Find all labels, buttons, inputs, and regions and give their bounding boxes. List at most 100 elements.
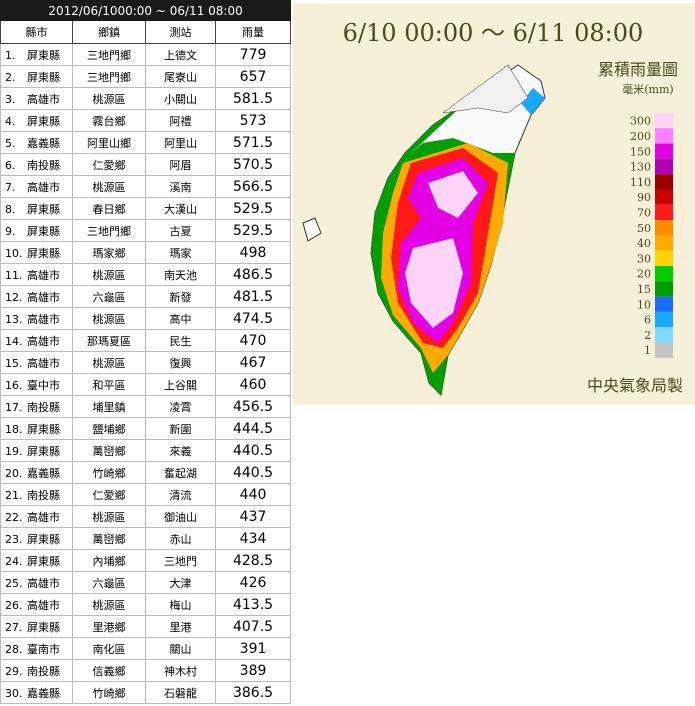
county: 高雄市 (27, 312, 60, 326)
county: 屏東縣 (27, 532, 60, 546)
township: 仁愛鄉 (72, 153, 146, 176)
legend-label: 110 (630, 176, 651, 189)
county: 南投縣 (27, 488, 60, 502)
legend-label: 2 (644, 329, 651, 342)
rainfall: 426 (214, 571, 292, 594)
township: 鹽埔鄉 (72, 417, 146, 440)
table-row: 20. 嘉義縣 竹崎鄉 奮起湖 440.5 (0, 461, 292, 484)
station: 阿里山 (145, 131, 216, 154)
township: 桃源區 (72, 87, 146, 110)
station: 小關山 (145, 87, 216, 110)
cell: 13. 高雄市 (0, 307, 73, 330)
rainfall: 456.5 (214, 395, 292, 418)
table-row: 21. 南投縣 仁愛鄉 清流 440 (0, 483, 292, 506)
rainfall: 440.5 (214, 461, 292, 484)
legend-label: 90 (637, 191, 651, 204)
column-header: 縣市 (0, 20, 73, 44)
table-row: 7. 高雄市 桃源區 溪南 566.5 (0, 175, 292, 198)
table-row: 15. 高雄市 桃源區 復興 467 (0, 351, 292, 374)
township: 南化區 (72, 637, 146, 660)
rank: 5. (5, 136, 16, 150)
county: 屏東縣 (27, 246, 60, 260)
cell: 10. 屏東縣 (0, 241, 73, 264)
rainfall: 486.5 (214, 263, 292, 286)
township: 里港鄉 (72, 615, 146, 638)
table-row: 4. 屏東縣 霧台鄉 阿禮 573 (0, 109, 292, 132)
table-row: 8. 屏東縣 春日鄉 大漢山 529.5 (0, 197, 292, 220)
station: 大津 (145, 571, 216, 594)
township: 竹崎鄉 (72, 681, 146, 704)
legend-swatch (655, 296, 673, 312)
cell: 17. 南投縣 (0, 395, 73, 418)
rainfall: 573 (214, 109, 292, 132)
cell: 24. 屏東縣 (0, 549, 73, 572)
rank: 23. (5, 532, 23, 546)
cell: 29. 南投縣 (0, 659, 73, 682)
rainfall: 467 (214, 351, 292, 374)
county: 高雄市 (27, 598, 60, 612)
rank: 21. (5, 488, 23, 502)
rainfall: 413.5 (214, 593, 292, 616)
table-row: 17. 南投縣 埔里鎮 凌霄 456.5 (0, 395, 292, 418)
township: 瑪家鄉 (72, 241, 146, 264)
station: 復興 (145, 351, 216, 374)
legend-swatch (655, 113, 673, 129)
county: 屏東縣 (27, 48, 60, 62)
legend-unit: 毫米(mm) (622, 82, 673, 96)
rainfall: 779 (214, 43, 292, 66)
station: 尾寮山 (145, 65, 216, 88)
station: 大漢山 (145, 197, 216, 220)
county: 臺中市 (27, 378, 60, 392)
legend-swatch (655, 143, 673, 159)
station: 三地門 (145, 549, 216, 572)
table-row: 26. 高雄市 桃源區 梅山 413.5 (0, 593, 292, 616)
county: 嘉義縣 (27, 136, 60, 150)
township: 竹崎鄉 (72, 461, 146, 484)
legend-label: 200 (630, 130, 651, 143)
rainfall: 529.5 (214, 197, 292, 220)
county: 屏東縣 (27, 114, 60, 128)
rainfall: 440.5 (214, 439, 292, 462)
legend-swatch (655, 204, 673, 221)
county: 高雄市 (27, 334, 60, 348)
station: 里港 (145, 615, 216, 638)
rainfall: 470 (214, 329, 292, 352)
township: 和平區 (72, 373, 146, 396)
table-row: 30. 嘉義縣 竹崎鄉 石磐龍 386.5 (0, 681, 292, 704)
station: 上谷關 (145, 373, 216, 396)
table-row: 1. 屏東縣 三地門鄉 上德文 779 (0, 43, 292, 66)
cell: 15. 高雄市 (0, 351, 73, 374)
rank: 11. (5, 268, 23, 282)
township: 桃源區 (72, 351, 146, 374)
cell: 30. 嘉義縣 (0, 681, 73, 704)
cell: 21. 南投縣 (0, 483, 73, 506)
rank: 18. (5, 422, 23, 436)
rank: 15. (5, 356, 23, 370)
rank: 6. (5, 158, 16, 172)
station: 神木村 (145, 659, 216, 682)
cell: 20. 嘉義縣 (0, 461, 73, 484)
rank: 22. (5, 510, 23, 524)
county: 嘉義縣 (27, 466, 60, 480)
cell: 7. 高雄市 (0, 175, 73, 198)
station: 梅山 (145, 593, 216, 616)
township: 春日鄉 (72, 197, 146, 220)
legend-label: 70 (637, 206, 651, 219)
table-row: 27. 屏東縣 里港鄉 里港 407.5 (0, 615, 292, 638)
county: 屏東縣 (27, 444, 60, 458)
rank: 1. (5, 48, 16, 62)
table-row: 5. 嘉義縣 阿里山鄉 阿里山 571.5 (0, 131, 292, 154)
rainfall: 571.5 (214, 131, 292, 154)
table-row: 24. 屏東縣 內埔鄉 三地門 428.5 (0, 549, 292, 572)
table-row: 14. 高雄市 那瑪夏區 民生 470 (0, 329, 292, 352)
rainfall: 529.5 (214, 219, 292, 242)
station: 高中 (145, 307, 216, 330)
township: 萬巒鄉 (72, 527, 146, 550)
rank: 9. (5, 224, 16, 238)
legend-swatch (655, 266, 673, 282)
cell: 16. 臺中市 (0, 373, 73, 396)
county: 高雄市 (27, 356, 60, 370)
legend-swatch (655, 235, 673, 251)
cell: 14. 高雄市 (0, 329, 73, 352)
rainfall: 657 (214, 65, 292, 88)
